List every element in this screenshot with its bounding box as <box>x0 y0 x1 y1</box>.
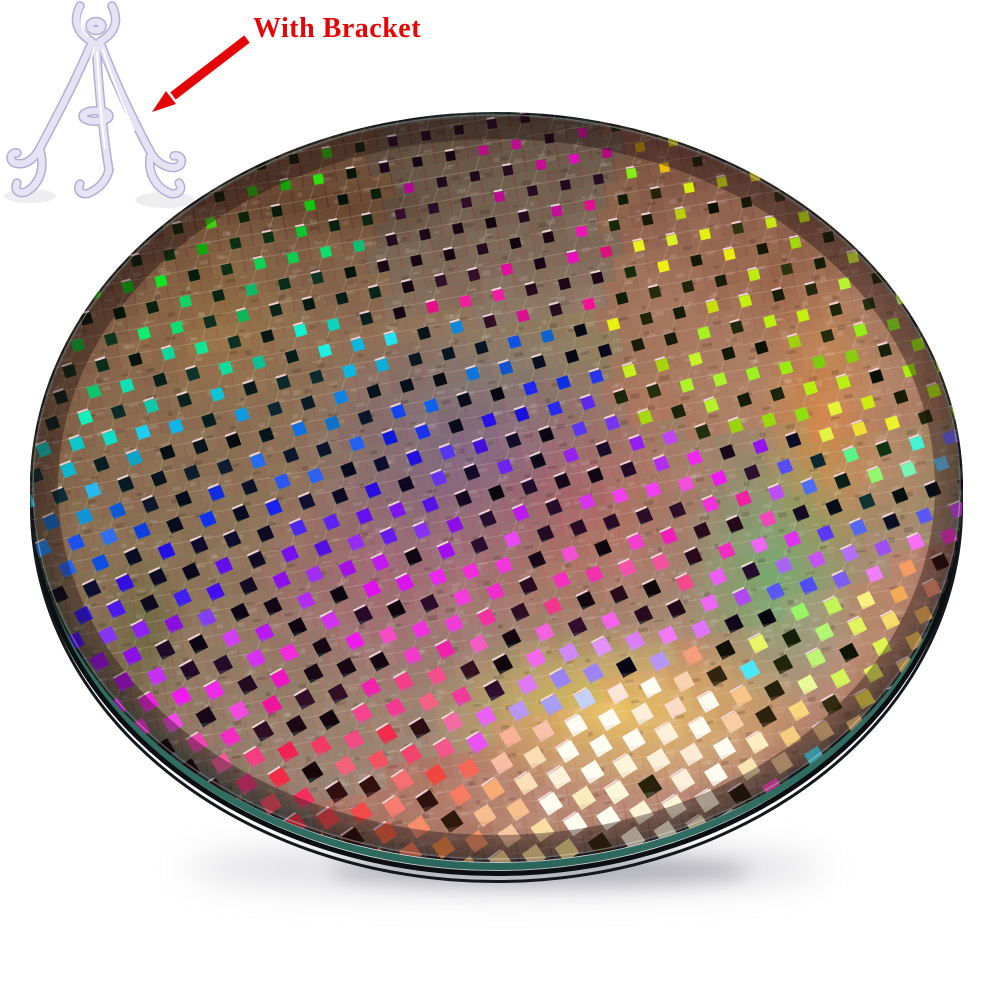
with-bracket-label: With Bracket <box>253 13 422 44</box>
bracket-highlight <box>63 9 135 149</box>
arrow-shaft <box>170 35 250 100</box>
arrow-head <box>152 91 176 112</box>
annotation-arrow <box>152 35 250 112</box>
bracket-stand <box>4 1 195 208</box>
